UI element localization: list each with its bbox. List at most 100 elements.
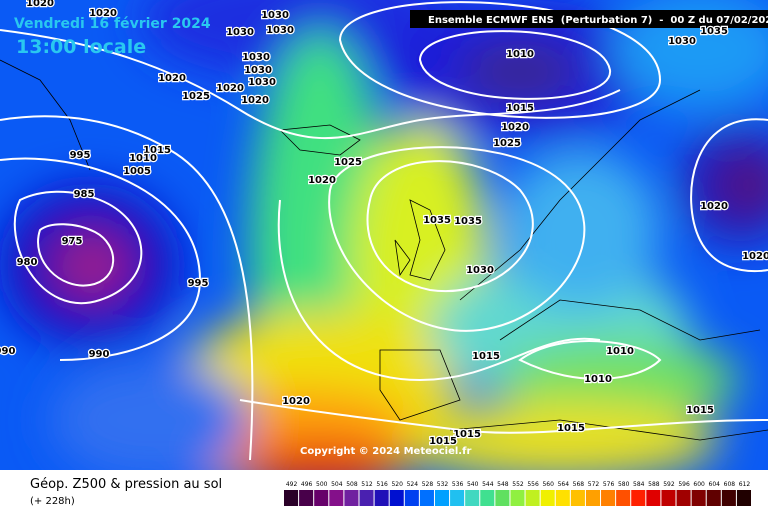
colorbar-swatch [299, 490, 314, 506]
isobar-label: 1020 [89, 8, 117, 19]
colorbar-swatch [540, 490, 555, 506]
colorbar-swatch [495, 490, 510, 506]
isobar-label: 1015 [506, 103, 534, 114]
colorbar-swatch [676, 490, 691, 506]
colorbar-swatch [646, 490, 661, 506]
valid-date: Vendredi 16 février 2024 [14, 16, 211, 32]
isobar-label: 1030 [261, 10, 289, 21]
colorbar-label: 516 [376, 481, 388, 488]
isobar-label: 1030 [244, 65, 272, 76]
isobar-label: 1020 [700, 201, 728, 212]
colorbar-swatch [314, 490, 329, 506]
isobar-label: 1010 [506, 49, 534, 60]
colorbar-label: 608 [724, 481, 736, 488]
colorbar-swatch [631, 490, 646, 506]
isobar-label: 1010 [584, 374, 612, 385]
colorbar-swatch [570, 490, 585, 506]
isobar-label: 1035 [423, 215, 451, 226]
colorbar-label: 504 [331, 481, 343, 488]
colorbar-label: 492 [286, 481, 298, 488]
valid-time: 13:00 locale [16, 36, 146, 58]
colorbar-swatch [736, 490, 751, 506]
isobar-label: 1030 [668, 36, 696, 47]
colorbar-label: 612 [739, 481, 751, 488]
colorbar-label: 496 [301, 481, 313, 488]
colorbar-label: 532 [437, 481, 449, 488]
copyright: Copyright © 2024 Meteociel.fr [300, 446, 471, 457]
colorbar-swatch [284, 490, 299, 506]
colorbar-swatch [419, 490, 434, 506]
colorbar-label: 512 [361, 481, 373, 488]
colorbar-swatch [706, 490, 721, 506]
isobar-label: 975 [62, 236, 83, 247]
coastline [0, 59, 768, 441]
colorbar-label: 508 [346, 481, 358, 488]
field-name: Géop. Z500 & pression au sol [30, 477, 222, 492]
colorbar-label: 524 [407, 481, 419, 488]
isobar-label: 1015 [429, 436, 457, 447]
colorbar-label: 548 [497, 481, 509, 488]
isobar-label: 1005 [123, 166, 151, 177]
colorbar-swatch [721, 490, 736, 506]
colorbar-label: 600 [693, 481, 705, 488]
colorbar: 492 496 500 504 508 512 516 520 524 528 532 536 540 5… [284, 481, 751, 506]
colorbar-swatch [661, 490, 676, 506]
colorbar-label: 592 [663, 481, 675, 488]
colorbar-label: 536 [452, 481, 464, 488]
isobar-label: 1010 [129, 153, 157, 164]
isobar-label: 1015 [472, 351, 500, 362]
colorbar-swatch [329, 490, 344, 506]
colorbar-swatch [404, 490, 419, 506]
colorbar-swatch [510, 490, 525, 506]
isobar-label: 1020 [308, 175, 336, 186]
isobar-label: 1030 [248, 77, 276, 88]
isobar-label: 1030 [242, 52, 270, 63]
colorbar-label: 500 [316, 481, 328, 488]
colorbar-swatch [555, 490, 570, 506]
isobar-label: 995 [188, 278, 209, 289]
isobars [0, 1, 768, 461]
isobar-label: 1020 [26, 0, 54, 9]
isobar-label: 985 [74, 189, 95, 200]
colorbar-label: 568 [573, 481, 585, 488]
colorbar-label: 580 [618, 481, 630, 488]
colorbar-label: 564 [558, 481, 570, 488]
isobar-label: 980 [17, 257, 38, 268]
colorbar-label: 588 [648, 481, 660, 488]
isobar-label: 1015 [143, 145, 171, 156]
colorbar-label: 528 [422, 481, 434, 488]
isobar-label: 1020 [158, 73, 186, 84]
colorbar-label: 572 [588, 481, 600, 488]
colorbar-swatch [601, 490, 616, 506]
isobar-label: 1025 [334, 157, 362, 168]
isobar-label: 1020 [216, 83, 244, 94]
isobar-label: 1015 [686, 405, 714, 416]
colorbar-label: 576 [603, 481, 615, 488]
colorbar-swatch [525, 490, 540, 506]
isobar-label: 990 [0, 346, 15, 357]
colorbar-label: 560 [542, 481, 554, 488]
colorbar-label: 604 [709, 481, 721, 488]
isobar-label: 1020 [241, 95, 269, 106]
colorbar-label: 596 [678, 481, 690, 488]
run-box [410, 10, 768, 28]
colorbar-swatch [616, 490, 631, 506]
isobar-label: 995 [70, 150, 91, 161]
colorbar-label: 540 [467, 481, 479, 488]
isobar-label: 1025 [493, 138, 521, 149]
isobar-label: 1020 [282, 396, 310, 407]
colorbar-swatch [344, 490, 359, 506]
isobar-label: 1030 [266, 25, 294, 36]
colorbar-label: 520 [391, 481, 403, 488]
colorbar-label: 544 [482, 481, 494, 488]
isobar-label: 1020 [501, 122, 529, 133]
colorbar-swatch [450, 490, 465, 506]
colorbar-swatch [374, 490, 389, 506]
isobar-label: 1020 [742, 251, 768, 262]
colorbar-swatch [359, 490, 374, 506]
isobar-label: 1030 [226, 27, 254, 38]
isobar-label: 1035 [454, 216, 482, 227]
isobar-label: 1015 [453, 429, 481, 440]
colorbar-label: 584 [633, 481, 645, 488]
